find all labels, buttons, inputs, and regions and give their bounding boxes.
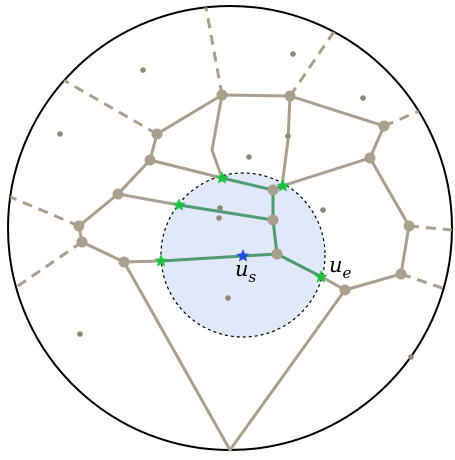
site [217,205,223,211]
unbounded-edge [288,19,344,97]
site [246,154,252,160]
vertex [284,90,296,102]
star-shape [314,270,328,283]
voronoi-edge [210,94,224,179]
start-label: us [235,257,257,286]
path-markers [154,171,328,283]
vertex [151,128,163,140]
vertex [378,120,390,132]
vertex [73,220,85,232]
vertex [216,89,228,101]
star-icon [172,198,186,211]
site [408,354,414,360]
unbounded-edge [203,6,224,96]
star-icon [276,179,290,192]
vertex [112,188,124,200]
unbounded-edge [408,224,452,232]
site [225,295,231,301]
unbounded-edge [8,194,80,228]
start-label-sub: s [249,268,257,286]
site [290,51,296,57]
voronoi-edge [122,261,347,452]
site [320,207,326,213]
vertex [403,220,415,232]
star-icon [154,254,168,267]
vertex [271,248,283,260]
voronoi-edge [78,133,159,228]
end-label-sub: e [343,264,352,282]
vertex [76,236,88,248]
voronoi-edge [117,192,180,207]
site [285,133,291,139]
path-edge [178,203,274,222]
vertex [144,154,156,166]
unbounded-edge [14,240,83,290]
voronoi-vertices [73,89,415,296]
end-label-base: u [329,253,343,277]
voronoi-sites [57,51,414,360]
vertex [267,184,279,196]
site [77,331,83,337]
site [140,67,146,73]
voronoi-edge [149,158,223,180]
path-edge [160,252,323,279]
unbounded-edge [400,272,449,292]
star-icon [314,270,328,283]
voronoi-edge [156,93,385,136]
voronoi-edge [77,225,162,264]
vertex [364,152,376,164]
star-shape [215,171,229,184]
end-label: ue [329,253,352,282]
site [360,95,366,101]
site [216,215,222,221]
start-label-base: u [235,257,249,281]
star-shape [172,198,186,211]
vertex [118,256,130,268]
unbounded-edge [59,76,158,136]
star-icon [236,249,250,262]
star-shape [236,249,250,262]
vertex [267,214,279,226]
star-shape [276,179,290,192]
star-icon [215,171,229,184]
vertex [339,284,351,296]
star-shape [154,254,168,267]
voronoi-edge [280,95,292,187]
vertex [395,268,407,280]
site [57,131,63,137]
